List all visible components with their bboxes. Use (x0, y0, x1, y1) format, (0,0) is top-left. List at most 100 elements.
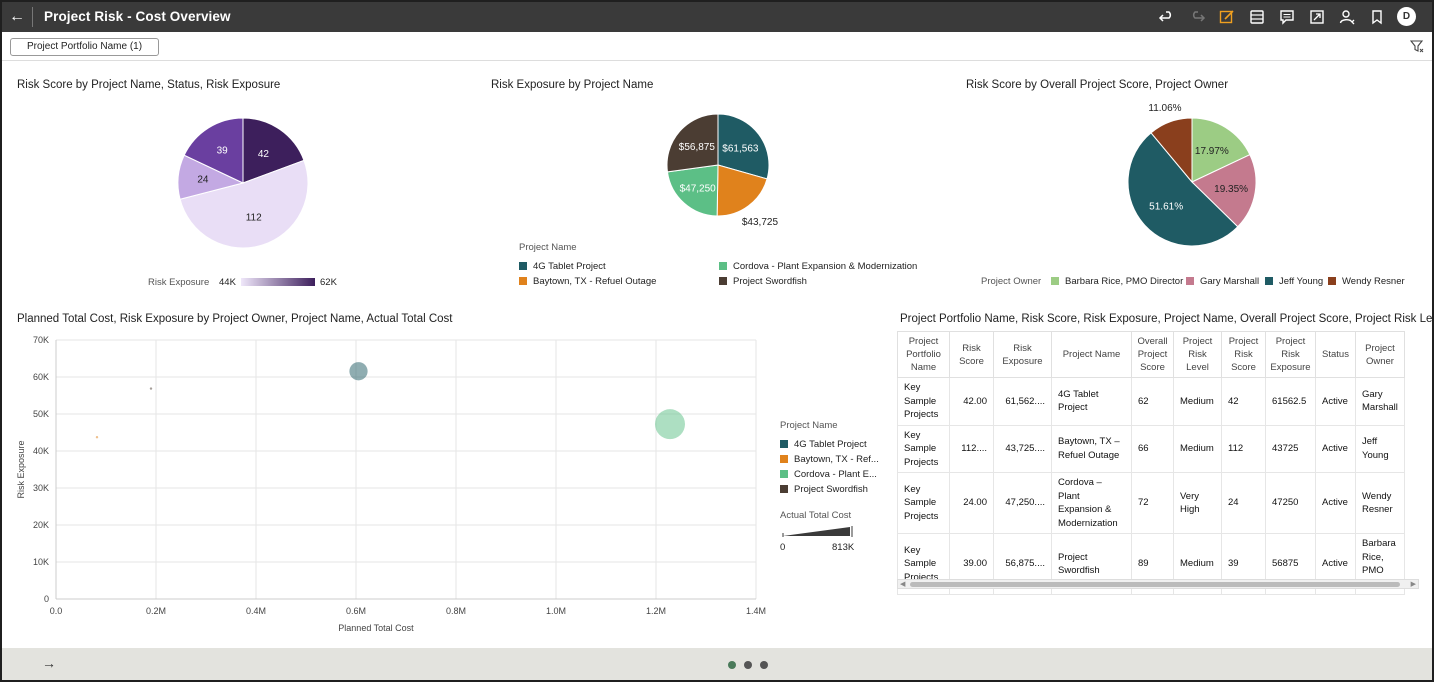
pie-slice[interactable] (242, 117, 305, 184)
divider (32, 7, 33, 27)
share-icon[interactable] (1338, 8, 1356, 26)
table-cell: 43725 (1265, 424, 1316, 473)
table-header-cell[interactable]: Status (1315, 331, 1356, 378)
risk-score-pie-chart[interactable]: 42 112 24 39 (170, 110, 316, 256)
table-cell: Baytown, TX – Refuel Outage (1051, 424, 1132, 473)
x-tick-label: 0.8M (446, 606, 466, 616)
scatter-legend-title: Project Name (780, 420, 838, 431)
redo-icon[interactable] (1188, 8, 1206, 26)
scrollbar-thumb[interactable] (910, 582, 1400, 587)
filter-icon[interactable] (1410, 39, 1424, 53)
table-cell: Medium (1173, 424, 1222, 473)
project-name-legend-title: Project Name (519, 242, 577, 253)
table-cell: Key Sample Projects (897, 424, 950, 473)
table-header-cell[interactable]: Risk Score (949, 331, 994, 378)
table-header-cell[interactable]: Project Risk Level (1173, 331, 1222, 378)
scroll-right-icon[interactable]: ▶ (1410, 581, 1416, 588)
pie-slice-label: 39 (217, 146, 229, 157)
scroll-left-icon[interactable]: ◀ (900, 581, 906, 588)
back-arrow-icon[interactable]: ← (9, 8, 25, 25)
legend-item-swordfish[interactable]: Project Swordfish (719, 276, 807, 287)
pie-slice[interactable] (1191, 153, 1257, 228)
y-tick-label: 20K (33, 520, 49, 530)
legend-label: 4G Tablet Project (533, 261, 606, 272)
legend-swatch (1186, 277, 1194, 285)
project-owner-legend-title: Project Owner (981, 276, 1042, 287)
data-icon[interactable] (1248, 8, 1266, 26)
pie-slice-label: $56,875 (679, 142, 716, 153)
legend-item-gary[interactable]: Gary Marshall (1186, 276, 1259, 287)
table-header-cell[interactable]: Project Owner (1355, 331, 1405, 378)
present-icon[interactable] (1308, 8, 1326, 26)
y-tick-label: 60K (33, 372, 49, 382)
page-dot-2[interactable] (744, 661, 752, 669)
scatter-point[interactable] (149, 387, 153, 390)
pie-slice[interactable] (183, 117, 244, 184)
pie-slice-label: $61,563 (722, 144, 759, 155)
pie-slice[interactable] (666, 113, 719, 173)
avatar[interactable]: D (1397, 7, 1416, 26)
table-horizontal-scrollbar[interactable]: ◀ ▶ (897, 579, 1419, 589)
legend-item-wendy[interactable]: Wendy Resner (1328, 276, 1405, 287)
legend-item-baytown[interactable]: Baytown, TX - Refuel Outage (519, 276, 656, 287)
data-table: Project Portfolio Name Risk Score Risk Exp… (897, 331, 1405, 595)
comment-icon[interactable] (1278, 8, 1296, 26)
page-dot-1[interactable] (728, 661, 736, 669)
table-row[interactable]: Key Sample Projects 112.... 43,725.... Bayt… (897, 424, 1405, 473)
pie-slice[interactable] (1150, 117, 1193, 184)
pie-slice[interactable] (716, 164, 768, 217)
pie-slice[interactable] (666, 164, 719, 217)
legend-item-jeff[interactable]: Jeff Young (1265, 276, 1323, 287)
table-title: Project Portfolio Name, Risk Score, Risk… (900, 313, 1434, 325)
pie-slice[interactable] (717, 113, 770, 180)
x-tick-label: 1.0M (546, 606, 566, 616)
table-cell: Key Sample Projects (897, 377, 950, 426)
pie-slice[interactable] (1127, 132, 1239, 247)
y-tick-label: 0 (44, 594, 49, 604)
table-row[interactable]: Key Sample Projects 24.00 47,250.... Cordov… (897, 472, 1405, 534)
filter-bar: Project Portfolio Name (1) (2, 32, 1432, 61)
table-header-cell[interactable]: Risk Exposure (993, 331, 1052, 378)
table-header-cell[interactable]: Project Risk Exposure (1265, 331, 1316, 378)
legend-item-4g-tablet[interactable]: 4G Tablet Project (519, 261, 606, 272)
table-header-cell[interactable]: Project Portfolio Name (897, 331, 950, 378)
table-cell: 47,250.... (993, 472, 1052, 534)
legend-item-cordova[interactable]: Cordova - Plant Expansion & Modernizatio… (719, 261, 917, 272)
table-cell: Gary Marshall (1355, 377, 1405, 426)
scatter-legend-4g[interactable]: 4G Tablet Project (780, 439, 867, 450)
table-header-cell[interactable]: Overall Project Score (1131, 331, 1174, 378)
legend-label: Cordova - Plant Expansion & Modernizatio… (733, 261, 918, 272)
size-legend-max: 813K (832, 542, 855, 553)
scatter-point[interactable] (655, 409, 685, 440)
scatter-point[interactable] (95, 436, 99, 439)
legend-swatch (780, 485, 788, 493)
owner-pie-title: Risk Score by Overall Project Score, Pro… (966, 79, 1229, 91)
forward-arrow-icon[interactable]: → (42, 655, 56, 671)
table-cell: 66 (1131, 424, 1174, 473)
table-cell: Active (1315, 377, 1356, 426)
table-row[interactable]: Key Sample Projects 42.00 61,562.... 4G Tab… (897, 377, 1405, 426)
scatter-chart[interactable]: 0.0 0.2M 0.4M 0.6M 0.8M 1.0M 1.2M 1.4M 0 10K 20K 30… (10, 330, 770, 640)
pie-slice[interactable] (179, 159, 309, 249)
legend-swatch (780, 440, 788, 448)
pie-slice-label: 42 (258, 149, 270, 160)
scatter-legend-baytown[interactable]: Baytown, TX - Ref... (780, 454, 879, 465)
bookmark-icon[interactable] (1368, 8, 1386, 26)
page-dot-3[interactable] (760, 661, 768, 669)
risk-exposure-pie-chart[interactable]: $61,563 $43,725 $47,250 $56,875 (626, 105, 826, 229)
table-header-cell[interactable]: Project Name (1051, 331, 1132, 378)
edit-icon[interactable] (1218, 8, 1236, 26)
scatter-legend-cordova[interactable]: Cordova - Plant E... (780, 469, 877, 480)
x-tick-label: 1.4M (746, 606, 766, 616)
legend-swatch (1265, 277, 1273, 285)
undo-icon[interactable] (1158, 8, 1176, 26)
legend-item-barbara[interactable]: Barbara Rice, PMO Director (1051, 276, 1183, 287)
table-header-cell[interactable]: Project Risk Score (1221, 331, 1266, 378)
scatter-legend-swordfish[interactable]: Project Swordfish (780, 484, 868, 495)
filter-chip-project-portfolio[interactable]: Project Portfolio Name (1) (10, 38, 160, 56)
owner-pie-chart[interactable]: 17.97% 19.35% 51.61% 11.06% (1110, 100, 1280, 260)
scatter-point[interactable] (349, 362, 368, 381)
x-tick-label: 0.0 (50, 606, 63, 616)
pie-slice[interactable] (1191, 117, 1251, 183)
